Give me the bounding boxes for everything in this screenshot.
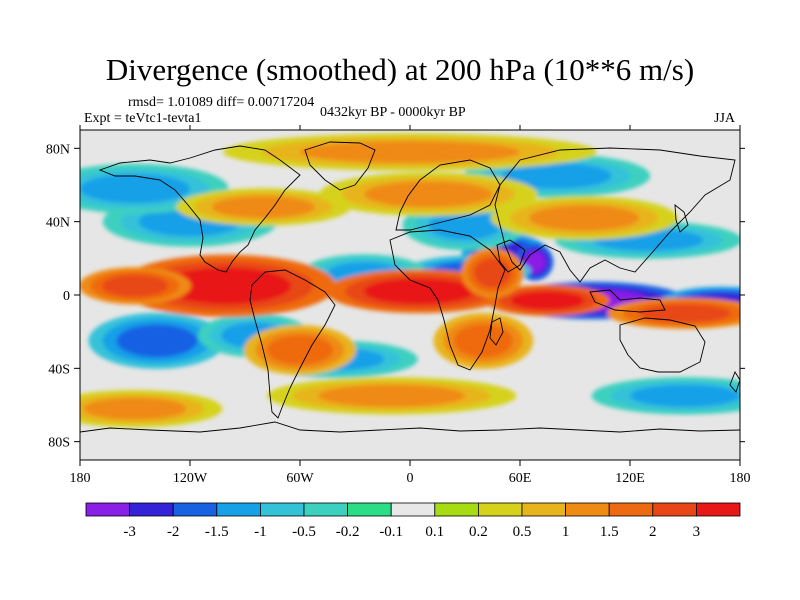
divergence-field bbox=[80, 133, 740, 428]
lat-tick-label: 0 bbox=[63, 289, 70, 304]
colorbar-label: -0.1 bbox=[379, 524, 403, 540]
stats-text: rmsd= 1.01089 diff= 0.00717204 bbox=[128, 95, 315, 110]
lon-tick-label: 120E bbox=[615, 471, 645, 486]
colorbar-label: -0.5 bbox=[292, 524, 316, 540]
colorbar-swatch bbox=[434, 502, 479, 517]
colorbar-label: 2 bbox=[649, 524, 657, 540]
convergence-contour-13-2 bbox=[630, 384, 740, 407]
lon-tick-label: 60E bbox=[509, 471, 532, 486]
colorbar-swatch bbox=[477, 502, 523, 517]
colorbar-label: -2 bbox=[167, 524, 180, 540]
lat-tick-label: 80S bbox=[48, 436, 70, 451]
coastline-japan bbox=[674, 204, 689, 233]
colorbar-swatch bbox=[172, 502, 218, 517]
lat-tick-label: 40N bbox=[46, 216, 70, 231]
experiment-text: Expt = teVtc1-tevta1 bbox=[84, 111, 202, 126]
divergence-contour-12-2 bbox=[83, 397, 187, 420]
colorbar-label: 1.5 bbox=[600, 524, 619, 540]
coastline-antarctica bbox=[80, 421, 740, 433]
divergence-contour-5-2 bbox=[474, 258, 511, 288]
coastline-south-america bbox=[249, 269, 336, 419]
divergence-contour-4-2 bbox=[639, 304, 731, 323]
coastline-maritime-continent bbox=[589, 289, 666, 313]
divergence-contour-11-2 bbox=[318, 384, 465, 407]
colorbar-swatch bbox=[521, 502, 566, 517]
colorbar-swatch bbox=[129, 502, 174, 517]
colorbar-swatch bbox=[390, 502, 436, 517]
coastline-north-america bbox=[98, 145, 301, 273]
coastlines bbox=[80, 141, 740, 433]
colorbar-label: -1.5 bbox=[205, 524, 229, 540]
period-text: 0432kyr BP - 0000kyr BP bbox=[320, 105, 466, 120]
divergence-contour-3-2 bbox=[510, 291, 585, 310]
colorbar-swatch bbox=[85, 502, 130, 517]
coastline-asia bbox=[494, 147, 736, 283]
coastline-new-zealand bbox=[729, 370, 740, 393]
colorbar-swatch bbox=[216, 502, 261, 517]
colorbar-label: 0.1 bbox=[425, 524, 444, 540]
latitude-axis: 80N 40N 0 40S 80S bbox=[46, 142, 745, 451]
coastline-arabia bbox=[496, 239, 526, 273]
coastline-australia bbox=[619, 317, 706, 373]
convergence-contour-9-2 bbox=[428, 210, 502, 240]
colorbar-label: 0.2 bbox=[469, 524, 488, 540]
colorbar-swatch bbox=[303, 502, 348, 517]
convergence-contour-14-2 bbox=[501, 163, 612, 189]
coastline-greenland bbox=[304, 141, 376, 191]
divergence-contour-13-2 bbox=[300, 141, 520, 163]
longitude-axis: 180 120W 60W 0 60E 120E 180 bbox=[70, 125, 751, 486]
coastline-africa bbox=[389, 229, 506, 371]
divergence-contour-8-2 bbox=[364, 181, 493, 208]
lat-tick-label: 80N bbox=[46, 142, 70, 157]
divergence-contour-2-2 bbox=[364, 278, 475, 305]
map-area bbox=[79, 129, 741, 461]
colorbar-label: -3 bbox=[123, 524, 136, 540]
divergence-contour-1-2 bbox=[102, 274, 168, 297]
colorbar-label: -1 bbox=[254, 524, 267, 540]
lon-tick-label: 0 bbox=[407, 471, 414, 486]
colorbar: -3 -2 -1.5 -1 -0.5 -0.2 -0.1 0.1 0.2 0.5 1 1.5 2 3 bbox=[85, 502, 741, 540]
chart-title: Divergence (smoothed) at 200 hPa (10**6 … bbox=[105, 52, 695, 87]
colorbar-swatch bbox=[608, 502, 654, 517]
coastline-europe bbox=[395, 159, 501, 231]
divergence-contour-0-2 bbox=[162, 267, 291, 305]
colorbar-label: 1 bbox=[562, 524, 570, 540]
divergence-contour-7-2 bbox=[454, 324, 513, 358]
convergence-contour-5-2 bbox=[116, 324, 198, 358]
divergence-contour-10-2 bbox=[529, 205, 640, 231]
lon-tick-label: 180 bbox=[70, 471, 91, 486]
coastline-madagascar bbox=[489, 317, 504, 346]
colorbar-swatch bbox=[652, 502, 697, 517]
colorbar-swatch bbox=[259, 502, 305, 517]
colorbar-label: 3 bbox=[693, 524, 701, 540]
colorbar-swatch bbox=[565, 502, 610, 517]
colorbar-label: -0.2 bbox=[336, 524, 360, 540]
colorbar-swatch bbox=[347, 502, 392, 517]
divergence-contour-6-2 bbox=[267, 335, 333, 365]
lon-tick-label: 60W bbox=[286, 471, 314, 486]
colorbar-swatch bbox=[696, 502, 741, 517]
lon-tick-label: 180 bbox=[730, 471, 751, 486]
lon-tick-label: 120W bbox=[173, 471, 208, 486]
divergence-contour-9-2 bbox=[212, 196, 315, 218]
season-text: JJA bbox=[714, 111, 736, 126]
lat-tick-label: 40S bbox=[48, 362, 70, 377]
colorbar-label: 0.5 bbox=[513, 524, 532, 540]
